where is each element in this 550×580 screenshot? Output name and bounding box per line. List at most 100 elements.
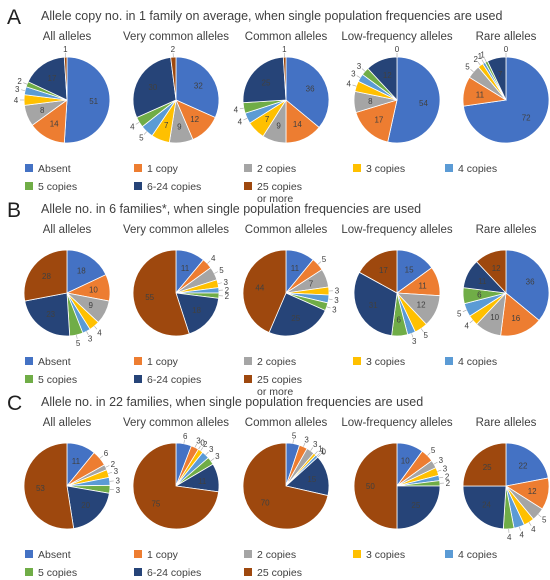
slice-label: 1 <box>320 447 325 456</box>
slice-label: 44 <box>255 284 264 293</box>
pie-slice <box>505 249 550 321</box>
slice-label: 6 <box>183 432 188 441</box>
leader-line <box>183 439 185 444</box>
legend-label: 4 copies <box>458 356 497 368</box>
slice-label: 53 <box>36 484 45 493</box>
legend-label: 1 copy <box>147 163 179 175</box>
slice-label: 4 <box>238 118 243 127</box>
leader-line <box>469 320 474 324</box>
legend-swatch <box>244 550 252 558</box>
pie-slice <box>353 442 398 530</box>
legend-label: 5 copies <box>38 181 77 193</box>
legend-swatch <box>25 550 33 558</box>
slice-label: 3 <box>88 334 93 343</box>
leader-line <box>76 334 78 339</box>
slice-label: 3 <box>332 305 337 314</box>
slice-label: 2 <box>225 292 230 301</box>
pie-slice <box>358 249 398 294</box>
leader-line <box>310 447 314 451</box>
slice-label: 25 <box>483 463 492 472</box>
pie-slice <box>23 442 75 530</box>
slice-label: 11 <box>72 457 81 466</box>
pie-slice <box>23 249 68 302</box>
leader-line <box>292 439 294 444</box>
panel-title: Allele no. in 6 families*, when single p… <box>41 202 421 216</box>
slice-label: 3 <box>224 278 229 287</box>
leader-line <box>239 107 244 110</box>
slice-label: 10 <box>401 457 410 466</box>
pie-slice <box>24 292 71 337</box>
slice-label: 20 <box>81 501 90 510</box>
leader-line <box>194 443 198 448</box>
legend-swatch <box>244 164 252 172</box>
slice-label: 4 <box>507 533 512 542</box>
leader-line <box>214 271 219 274</box>
pie-chart: Low-frequency alleles 15 11 12 53 6 31 17 <box>341 224 452 346</box>
leader-line <box>105 465 110 468</box>
pie-slice <box>170 56 177 101</box>
slice-label: 5 <box>139 133 144 142</box>
legend-swatch <box>134 375 142 383</box>
slice-label: 3 <box>209 445 214 454</box>
legend-swatch <box>445 164 453 172</box>
slice-label: 3 <box>443 465 448 474</box>
slice-label: 3 <box>334 296 339 305</box>
slice-label: 72 <box>522 113 531 122</box>
pie-title: Rare alleles <box>476 224 537 236</box>
slice-label: 16 <box>511 314 520 323</box>
leader-line <box>200 447 204 451</box>
pie-slice <box>268 292 326 337</box>
slice-label: 7 <box>309 280 314 289</box>
pie-slice <box>175 292 220 335</box>
legend-label: 25 copies <box>257 567 302 579</box>
slice-label: 3 <box>196 436 201 445</box>
slice-label: 23 <box>46 310 55 319</box>
slice-label: 3 <box>412 337 417 346</box>
slice-label: 0 <box>200 439 205 448</box>
slice-label: 6 <box>477 291 482 300</box>
slice-label: 14 <box>50 119 59 128</box>
slice-label: 3 <box>439 456 444 465</box>
legend-swatch <box>244 568 252 576</box>
slice-label: 75 <box>151 500 160 509</box>
slice-label: 5 <box>219 266 224 275</box>
slice-label: 2 <box>171 45 176 54</box>
slice-label: 32 <box>194 81 203 90</box>
legend-label: 1 copy <box>147 549 179 561</box>
slice-label: 36 <box>526 278 535 287</box>
slice-label: 2 <box>17 77 22 86</box>
leader-line <box>470 68 474 73</box>
leader-line <box>207 260 211 264</box>
leader-line <box>210 458 215 462</box>
slice-label: 5 <box>465 63 470 72</box>
legend-label: 6-24 copies <box>147 567 201 579</box>
slice-label: 4 <box>464 322 469 331</box>
slice-label: 25 <box>291 314 300 323</box>
slice-label: 8 <box>368 97 373 106</box>
slice-label: 50 <box>366 482 375 491</box>
slice-label: 11 <box>418 282 427 291</box>
legend-label: 5 copies <box>38 374 77 386</box>
pie-slice <box>355 99 398 143</box>
leader-line <box>205 451 209 456</box>
leader-line <box>352 84 357 87</box>
legend-label: 3 copies <box>366 356 405 368</box>
legend-label: 4 copies <box>458 163 497 175</box>
leader-line <box>433 461 438 465</box>
slice-label: 3 <box>215 452 220 461</box>
slice-label: 1 <box>282 45 287 54</box>
slice-label: 11 <box>478 277 487 286</box>
legend-label: Absent <box>38 549 71 561</box>
slice-label: 2 <box>445 472 450 481</box>
slice-label: 12 <box>492 264 501 273</box>
slice-label: 4 <box>531 525 536 534</box>
pie-title: Low-frequency alleles <box>341 417 452 429</box>
slice-label: 5 <box>431 446 436 455</box>
leader-line <box>439 476 444 479</box>
slice-label: 3 <box>357 62 362 71</box>
slice-label: 3 <box>351 70 356 79</box>
panel-c: C Allele no. in 22 families, when single … <box>7 392 550 580</box>
slice-label: 12 <box>528 487 537 496</box>
